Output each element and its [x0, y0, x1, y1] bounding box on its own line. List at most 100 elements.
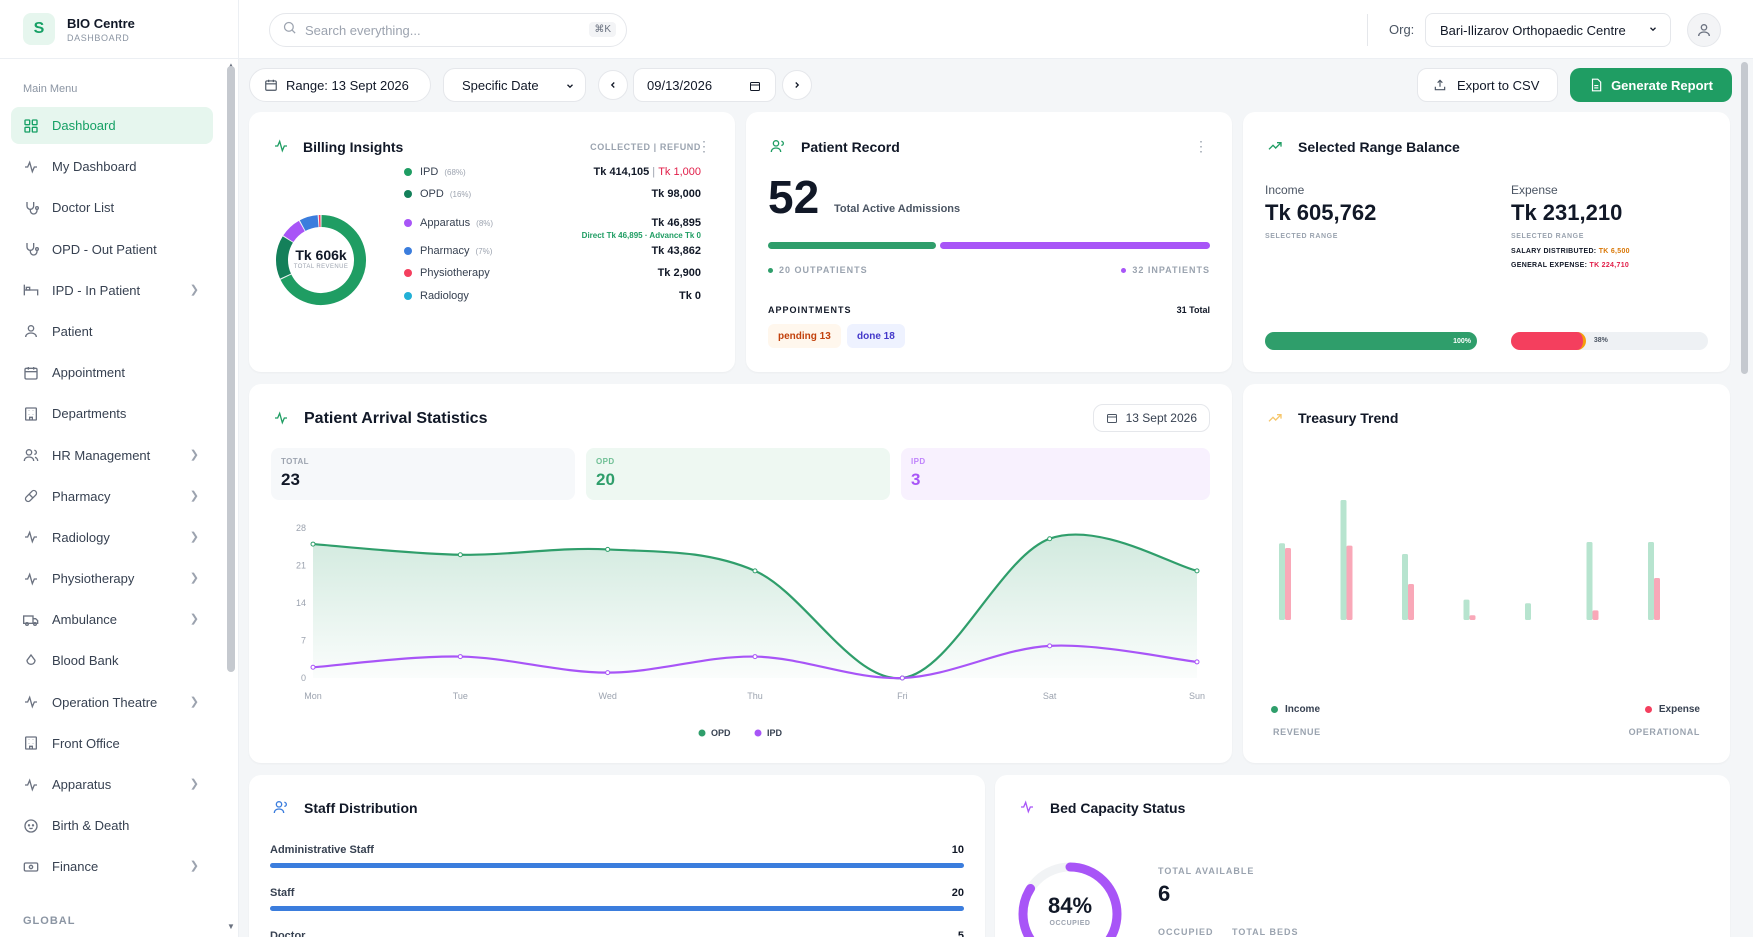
- building-icon: [22, 405, 40, 423]
- bed-icon: [22, 281, 40, 299]
- bar-expense[interactable]: [1592, 610, 1599, 620]
- y-tick-label: 14: [296, 598, 306, 608]
- bed-capacity-donut: [1018, 862, 1122, 937]
- sidebar-scroll-up-arrow[interactable]: ▲: [227, 61, 235, 70]
- treasury-footer-left: REVENUE: [1273, 727, 1321, 737]
- sidebar-item-ambulance[interactable]: Ambulance ❯: [11, 601, 213, 638]
- y-tick-label: 21: [296, 561, 306, 571]
- bar-income[interactable]: [1463, 599, 1470, 620]
- more-vertical-icon[interactable]: ⋮: [697, 138, 711, 154]
- truck-icon: [22, 611, 40, 629]
- activity-icon: [1019, 799, 1035, 820]
- data-point-ipd[interactable]: [752, 654, 758, 660]
- sidebar-item-blood-bank[interactable]: Blood Bank: [11, 642, 213, 679]
- treasury-trend-chart: [1279, 500, 1660, 620]
- inpatients-bar: [940, 242, 1210, 249]
- donut-slice-apparatus: [283, 220, 306, 243]
- topbar-divider: [1367, 14, 1368, 46]
- export-csv-button[interactable]: Export to CSV: [1417, 68, 1558, 102]
- bar-expense[interactable]: [1654, 578, 1660, 620]
- previous-date-button[interactable]: [598, 70, 628, 100]
- sidebar-scrollbar[interactable]: [227, 66, 235, 672]
- bar-income[interactable]: [1648, 542, 1654, 620]
- sidebar-scroll-down-arrow[interactable]: ▼: [227, 922, 235, 931]
- data-point-opd[interactable]: [310, 541, 316, 547]
- sidebar-item-doctor-list[interactable]: Doctor List: [11, 189, 213, 226]
- user-icon: [22, 322, 40, 340]
- sidebar-item-hr-management[interactable]: HR Management ❯: [11, 437, 213, 474]
- main-scrollbar[interactable]: [1741, 62, 1748, 374]
- sidebar-item-front-office[interactable]: Front Office: [11, 725, 213, 762]
- sidebar-item-appointment[interactable]: Appointment: [11, 354, 213, 391]
- data-point-opd[interactable]: [1047, 536, 1053, 542]
- ipd-arrivals-value: 3: [911, 470, 921, 489]
- sidebar-item-dashboard[interactable]: Dashboard: [11, 107, 213, 144]
- org-select[interactable]: Bari-Ilizarov Orthopaedic Centre: [1425, 13, 1671, 47]
- bar-income[interactable]: [1402, 554, 1408, 620]
- sidebar-item-opd-out-patient[interactable]: OPD - Out Patient: [11, 231, 213, 268]
- user-avatar[interactable]: [1687, 13, 1721, 47]
- sidebar-item-label: Patient: [52, 323, 93, 339]
- sidebar-item-finance[interactable]: Finance ❯: [11, 848, 213, 885]
- legend-dot-opd: [698, 729, 706, 737]
- staff-row-label-staff: Staff: [270, 887, 295, 899]
- sidebar-item-label: Pharmacy: [52, 488, 111, 504]
- sidebar-item-pharmacy[interactable]: Pharmacy ❯: [11, 478, 213, 515]
- staff-row-value-administrative-staff: 10: [951, 844, 964, 856]
- brand[interactable]: S BIO Centre DASHBOARD: [0, 0, 238, 59]
- main-menu-title: Main Menu: [23, 83, 78, 95]
- bar-income[interactable]: [1279, 543, 1285, 620]
- bar-income[interactable]: [1340, 500, 1347, 620]
- bar-expense[interactable]: [1408, 584, 1414, 620]
- chevron-right-icon: ❯: [189, 572, 199, 585]
- legend-dot: [404, 292, 412, 300]
- date-input[interactable]: 09/13/2026: [633, 68, 776, 102]
- range-chip[interactable]: Range: 13 Sept 2026: [249, 68, 431, 102]
- sidebar-item-departments[interactable]: Departments: [11, 395, 213, 432]
- sidebar-item-physiotherapy[interactable]: Physiotherapy ❯: [11, 560, 213, 597]
- chevron-right-icon: ❯: [189, 695, 199, 708]
- bar-expense[interactable]: [1469, 615, 1476, 620]
- income-progress-track: 100%: [1265, 332, 1477, 350]
- data-point-opd[interactable]: [752, 568, 758, 574]
- chevron-right-icon: ❯: [189, 448, 199, 461]
- date-mode-select[interactable]: Specific Date: [443, 68, 586, 102]
- series-area-opd: [313, 534, 1197, 679]
- sidebar-item-my-dashboard[interactable]: My Dashboard: [11, 148, 213, 185]
- data-point-opd[interactable]: [457, 552, 463, 558]
- search-box[interactable]: ⌘K: [269, 13, 627, 47]
- file-text-icon: [1591, 78, 1602, 92]
- bar-expense[interactable]: [1346, 545, 1353, 620]
- chevron-right-icon: ❯: [189, 489, 199, 502]
- next-date-button[interactable]: [782, 70, 812, 100]
- sidebar-item-birth-death[interactable]: Birth & Death: [11, 807, 213, 844]
- sidebar-item-radiology[interactable]: Radiology ❯: [11, 519, 213, 556]
- chevron-right-icon: [795, 82, 800, 88]
- brand-logo: S: [23, 13, 55, 45]
- data-point-opd[interactable]: [605, 546, 611, 552]
- data-point-ipd[interactable]: [1194, 659, 1200, 665]
- arrival-date-chip[interactable]: 13 Sept 2026: [1092, 404, 1210, 432]
- data-point-ipd[interactable]: [605, 670, 611, 676]
- bar-income[interactable]: [1586, 542, 1593, 620]
- data-point-ipd[interactable]: [899, 675, 905, 681]
- data-point-ipd[interactable]: [1047, 643, 1053, 649]
- sidebar-item-ipd-in-patient[interactable]: IPD - In Patient ❯: [11, 272, 213, 309]
- sidebar-item-operation-theatre[interactable]: Operation Theatre ❯: [11, 684, 213, 721]
- activity-icon: [22, 570, 40, 588]
- sidebar-item-patient[interactable]: Patient: [11, 313, 213, 350]
- search-input[interactable]: [305, 22, 575, 38]
- billing-value-radiology: Tk 0: [679, 290, 701, 302]
- bar-expense[interactable]: [1285, 548, 1291, 620]
- sidebar-item-label: Front Office: [52, 735, 120, 751]
- generate-report-button[interactable]: Generate Report: [1570, 68, 1732, 102]
- bar-income[interactable]: [1525, 603, 1531, 620]
- data-point-opd[interactable]: [1194, 568, 1200, 574]
- date-input-value: 09/13/2026: [647, 77, 713, 93]
- data-point-ipd[interactable]: [457, 654, 463, 660]
- more-vertical-icon[interactable]: ⋮: [1194, 138, 1208, 154]
- sidebar-item-apparatus[interactable]: Apparatus ❯: [11, 766, 213, 803]
- sidebar-item-label: Birth & Death: [52, 818, 130, 834]
- range-chip-label: Range: 13 Sept 2026: [286, 77, 409, 93]
- data-point-ipd[interactable]: [310, 664, 316, 670]
